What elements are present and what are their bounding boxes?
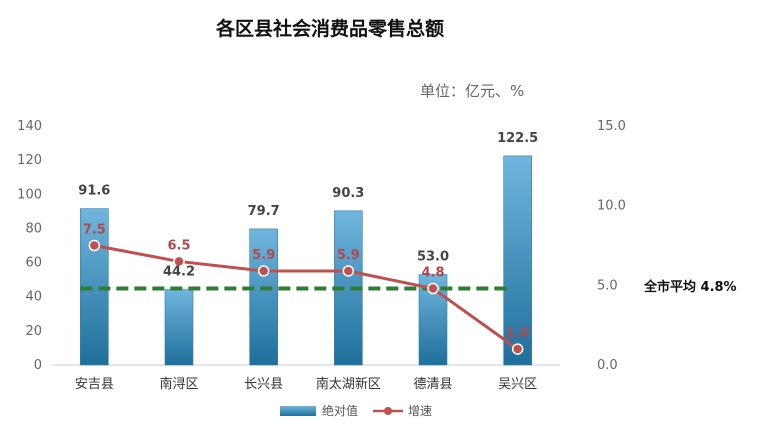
legend-line-marker (384, 407, 392, 415)
left-y-tick-label: 60 (25, 256, 42, 271)
unit-label: 单位：亿元、% (420, 82, 525, 100)
bar-value-label: 90.3 (332, 186, 364, 201)
growth-rate-point-南浔区 (173, 255, 185, 268)
left-y-tick-label: 40 (25, 290, 42, 305)
bar-value-label: 122.5 (497, 131, 538, 146)
bar-value-label: 53.0 (417, 250, 449, 265)
left-y-tick-label: 0 (34, 358, 42, 373)
legend-bar-label: 绝对值 (322, 403, 358, 418)
bar-value-label: 91.6 (78, 184, 110, 199)
growth-rate-point-德清县 (427, 282, 439, 295)
x-category-label: 南太湖新区 (316, 376, 381, 392)
growth-rate-label: 1.0 (506, 326, 529, 341)
growth-rate-point-吴兴区 (511, 343, 524, 355)
bar-南浔区 (164, 289, 194, 366)
legend-line-label: 增速 (408, 404, 432, 418)
growth-rate-label: 5.9 (337, 248, 360, 263)
x-category-label: 安吉县 (75, 377, 114, 392)
right-y-tick-label: 5.0 (597, 278, 618, 293)
right-y-tick-label: 10.0 (597, 199, 626, 214)
growth-rate-label: 6.5 (167, 238, 190, 253)
chart-title: 各区县社会消费品零售总额 (215, 18, 444, 40)
bar-value-label: 79.7 (248, 204, 280, 219)
x-category-label: 长兴县 (244, 377, 283, 392)
x-category-label: 吴兴区 (498, 377, 537, 392)
growth-rate-label: 4.8 (421, 266, 444, 281)
left-y-tick-label: 140 (17, 119, 42, 134)
growth-rate-label: 5.9 (252, 248, 275, 263)
left-y-tick-label: 100 (17, 187, 42, 202)
bar-长兴县 (249, 228, 278, 366)
average-label: 全市平均 4.8% (644, 280, 737, 295)
x-category-label: 南浔区 (159, 376, 198, 392)
growth-rate-point-南太湖新区 (342, 265, 355, 277)
right-y-tick-label: 0.0 (597, 358, 618, 373)
left-y-tick-label: 20 (25, 324, 42, 339)
x-category-label: 德清县 (413, 377, 452, 392)
bar-吴兴区 (503, 155, 532, 366)
growth-rate-label: 7.5 (83, 223, 106, 238)
left-y-tick-label: 120 (17, 153, 42, 168)
growth-rate-point-长兴县 (257, 265, 270, 277)
growth-rate-point-安吉县 (88, 239, 101, 252)
legend-bar-swatch (280, 406, 316, 416)
left-y-tick-label: 80 (25, 221, 42, 236)
right-y-tick-label: 15.0 (597, 119, 626, 134)
growth-rate-line (94, 244, 519, 351)
bar-value-label: 44.2 (163, 265, 195, 280)
